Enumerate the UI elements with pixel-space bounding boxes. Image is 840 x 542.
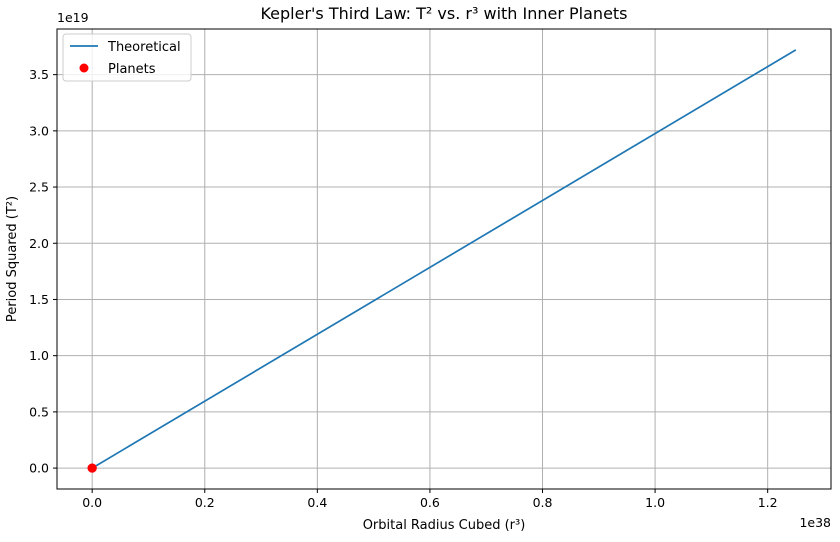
planet-point [87,463,97,473]
y-axis: 0.0 0.5 1.0 1.5 2.0 2.5 3.0 3.5 [29,67,57,476]
legend-label-planets: Planets [108,62,156,77]
x-tick-label: 0.6 [420,495,440,510]
plot-area [87,49,797,473]
y-tick-label: 1.0 [29,348,49,363]
chart-title: Kepler's Third Law: T² vs. r³ with Inner… [260,4,627,23]
x-offset-text: 1e38 [799,515,831,530]
x-tick-label: 0.2 [195,495,215,510]
y-axis-label: Period Squared (T²) [5,196,20,322]
x-axis-label: Orbital Radius Cubed (r³) [363,518,526,533]
legend: Theoretical Planets [62,33,192,82]
y-tick-label: 1.5 [29,292,49,307]
y-tick-label: 3.5 [29,67,49,82]
x-tick-label: 0.4 [307,495,327,510]
y-tick-label: 2.5 [29,180,49,195]
x-axis: 0.0 0.2 0.4 0.6 0.8 1.0 1.2 [82,489,778,510]
y-tick-label: 3.0 [29,123,49,138]
legend-label-theoretical: Theoretical [107,40,181,55]
x-tick-label: 1.2 [758,495,778,510]
x-tick-label: 1.0 [645,495,665,510]
axes-frame [56,28,832,490]
y-tick-label: 2.0 [29,236,49,251]
x-tick-label: 0.8 [533,495,553,510]
y-tick-label: 0.0 [29,461,49,476]
y-tick-label: 0.5 [29,404,49,419]
legend-marker-swatch [79,63,89,73]
series-line-theoretical [91,49,797,469]
x-tick-label: 0.0 [82,495,102,510]
y-offset-text: 1e19 [57,10,89,25]
